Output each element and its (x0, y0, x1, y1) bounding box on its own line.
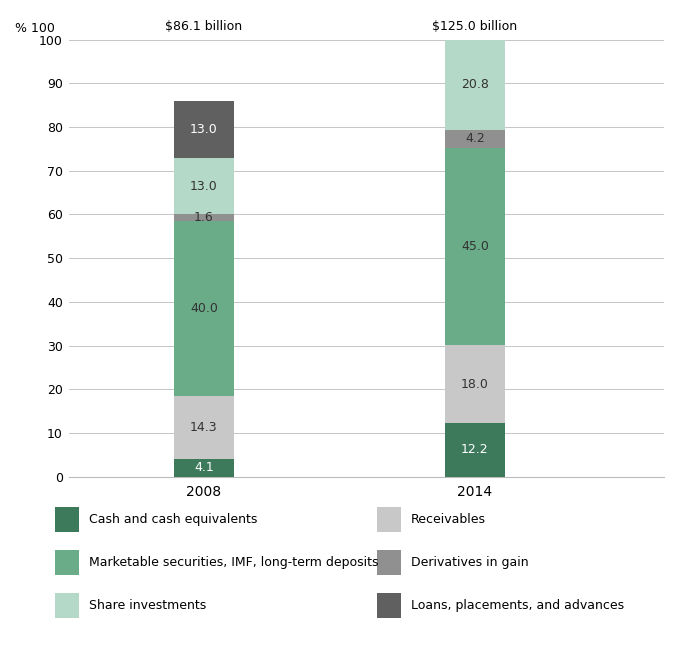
Bar (445, 130, 505, 148)
Bar (174, 222, 234, 397)
Bar (174, 214, 234, 222)
Text: 13.0: 13.0 (190, 179, 218, 193)
Text: 1.6: 1.6 (194, 211, 214, 224)
Text: % 100: % 100 (15, 23, 55, 35)
Text: 13.0: 13.0 (190, 122, 218, 136)
Text: Cash and cash equivalents: Cash and cash equivalents (89, 513, 258, 526)
Text: 20.8: 20.8 (461, 78, 489, 91)
Text: Loans, placements, and advances: Loans, placements, and advances (411, 599, 624, 612)
Bar (445, 345, 505, 423)
Text: 45.0: 45.0 (461, 240, 489, 253)
Bar (445, 148, 505, 345)
Text: 4.1: 4.1 (194, 461, 214, 474)
Bar (445, 39, 505, 130)
Text: $86.1 billion: $86.1 billion (165, 20, 242, 33)
Text: 4.2: 4.2 (465, 132, 485, 146)
Text: Derivatives in gain: Derivatives in gain (411, 556, 529, 569)
Bar (174, 397, 234, 459)
Bar (445, 423, 505, 477)
Text: Receivables: Receivables (411, 513, 486, 526)
Bar (174, 101, 234, 158)
Bar (445, 0, 505, 39)
Text: Share investments: Share investments (89, 599, 206, 612)
Text: 40.0: 40.0 (190, 303, 218, 315)
Text: 18.0: 18.0 (461, 377, 489, 391)
Text: 12.2: 12.2 (461, 444, 488, 457)
Text: $125.0 billion: $125.0 billion (432, 20, 517, 33)
Bar (174, 158, 234, 214)
Bar (174, 459, 234, 477)
Text: Marketable securities, IMF, long-term deposits: Marketable securities, IMF, long-term de… (89, 556, 379, 569)
Text: 14.3: 14.3 (190, 421, 218, 434)
